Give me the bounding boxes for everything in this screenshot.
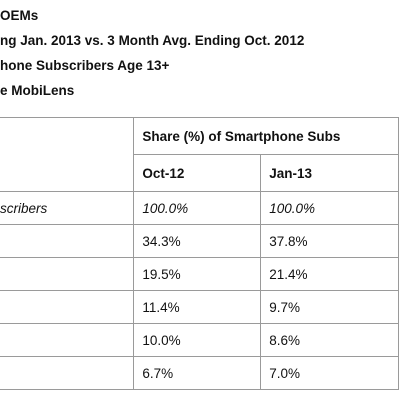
value-cell: 11.4% xyxy=(133,290,262,324)
header-line: hone Subscribers Age 13+ xyxy=(0,58,170,73)
value-cell: 21.4% xyxy=(260,257,399,291)
value-cell: 100.0% xyxy=(133,191,262,225)
value-cell: 7.0% xyxy=(260,356,399,390)
header-line: ng Jan. 2013 vs. 3 Month Avg. Ending Oct… xyxy=(0,33,305,48)
value-cell: 37.8% xyxy=(260,224,399,258)
header-row: Oct-12 Jan-13 xyxy=(0,154,399,192)
column-header: Oct-12 xyxy=(133,154,262,192)
column-header: Jan-13 xyxy=(260,154,399,192)
row-label xyxy=(0,224,135,258)
data-row: 10.0% 8.6% xyxy=(0,323,399,357)
empty-cell xyxy=(0,117,135,192)
row-label: scribers xyxy=(0,191,135,225)
value-cell: 8.6% xyxy=(260,323,399,357)
data-row: 34.3% 37.8% xyxy=(0,224,399,258)
row-label xyxy=(0,323,135,357)
header-row: Share (%) of Smartphone Subs xyxy=(0,117,399,192)
table-body: Share (%) of Smartphone Subs Oct-12 Jan-… xyxy=(0,117,399,390)
group-header: Share (%) of Smartphone Subs xyxy=(133,117,399,155)
data-row: scribers 100.0% 100.0% xyxy=(0,191,399,225)
header-line: OEMs xyxy=(0,8,39,23)
data-row: 11.4% 9.7% xyxy=(0,290,399,324)
data-row: 6.7% 7.0% xyxy=(0,356,399,390)
value-cell: 34.3% xyxy=(133,224,262,258)
data-row: 19.5% 21.4% xyxy=(0,257,399,291)
value-cell: 10.0% xyxy=(133,323,262,357)
value-cell: 19.5% xyxy=(133,257,262,291)
header-line: e MobiLens xyxy=(0,83,75,98)
value-cell: 100.0% xyxy=(260,191,399,225)
value-cell: 6.7% xyxy=(133,356,262,390)
value-cell: 9.7% xyxy=(260,290,399,324)
row-label xyxy=(0,257,135,291)
row-label xyxy=(0,290,135,324)
share-table: Share (%) of Smartphone Subs Oct-12 Jan-… xyxy=(0,117,399,390)
row-label xyxy=(0,356,135,390)
